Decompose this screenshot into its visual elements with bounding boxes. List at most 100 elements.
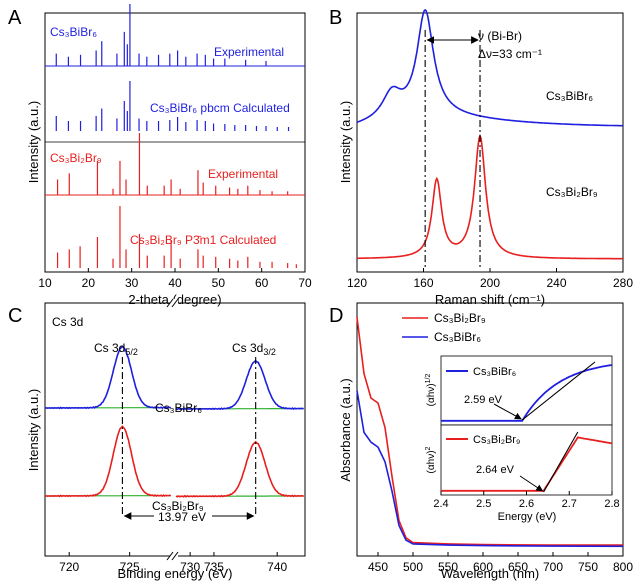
legend-label-blue: Cs₃BiBr₆	[434, 330, 481, 344]
c-axis-break-gap	[170, 552, 178, 560]
panel-b-ylabel: Intensity (a.u.)	[338, 101, 353, 183]
inset-bottom-bandgap: 2.64 eV	[476, 464, 515, 476]
inset-bottom-ylabel: (αhν)2	[425, 446, 437, 473]
a-xtick-label: 10	[38, 276, 52, 290]
b-annotation-line1: ν (Bi-Br)	[478, 29, 522, 43]
a-bottom-phase-label: Cs₃Bi₂Br₉	[50, 151, 102, 165]
inset-top-ylabel: (αhν)1/2	[425, 374, 437, 407]
inset-x-ticks: 2.4 2.5 2.6 2.7 2.8	[433, 491, 620, 510]
panel-d: D 450 500 550 600 650 700 750 800 Wavelength (n…	[329, 302, 633, 581]
c-series-label-top: Cs₃BiBr₆	[155, 401, 202, 415]
a-xtick-label: 20	[82, 276, 96, 290]
c-peak-label-1: Cs 3d5/2	[94, 341, 138, 357]
inset-top-arrow	[493, 403, 522, 420]
a-top-phase-label: Cs₃BiBr₆	[50, 25, 97, 39]
panel-b-xlabel: Raman shift (cm⁻¹)	[435, 292, 545, 307]
d-xtick-label: 500	[403, 560, 423, 574]
c-xtick-label: 730	[180, 560, 200, 574]
d-xtick-label: 700	[543, 560, 563, 574]
d-xtick-label: 550	[438, 560, 458, 574]
inset-top-bandgap: 2.59 eV	[464, 394, 503, 406]
panel-c-plot	[44, 345, 304, 520]
panel-b-x-ticks: 120 160 200 240 280	[347, 268, 633, 290]
panel-d-xlabel: Wavelength (nm)	[441, 566, 540, 581]
inset-frame-bottom	[440, 424, 613, 496]
inset-plot	[441, 361, 613, 493]
c-xtick-label: 725	[120, 560, 140, 574]
c-axis-break-mark	[171, 551, 179, 561]
b-xtick-label: 280	[613, 276, 633, 290]
c-axis-break-gap	[170, 299, 178, 307]
a-xtick-label: 60	[255, 276, 269, 290]
panel-c-xlabel: Binding energy (eV)	[118, 566, 233, 581]
b-xtick-label: 120	[347, 276, 367, 290]
c-xtick-label: 735	[204, 560, 224, 574]
inset-bottom-legend-label: Cs₃Bi₂Br₉	[473, 434, 520, 446]
panel-b: B 120 160 200 240 280 Raman shift (cm⁻¹) Int…	[329, 7, 633, 307]
panel-d-inset: 2.4 2.5 2.6 2.7 2.8 Energy (eV) (αhν)1/2 (αh…	[425, 355, 620, 523]
b-series-line	[357, 133, 623, 260]
b-xtick-label: 200	[480, 276, 500, 290]
panel-a-ylabel: Intensity (a.u.)	[26, 101, 41, 183]
panel-c: C 720 725 730 735 740 Cs 3d Binding energy (…	[8, 298, 306, 581]
d-xtick-label: 800	[613, 560, 633, 574]
c-axis-break-mark	[166, 298, 174, 308]
panel-letter-c: C	[8, 305, 22, 327]
panel-d-plot	[356, 317, 624, 548]
a-xtick-label: 30	[125, 276, 139, 290]
a-xtick-label: 70	[298, 276, 312, 290]
c-series-line	[44, 345, 172, 410]
c-xtick-label: 720	[59, 560, 79, 574]
a-xtick-label: 40	[168, 276, 182, 290]
panel-d-x-ticks: 450 500 550 600 650 700 750 800	[368, 552, 633, 574]
inset-xtick-label: 2.8	[604, 498, 619, 510]
panel-c-ylabel: Intensity (a.u.)	[26, 389, 41, 471]
b-series-label-top: Cs₃BiBr₆	[546, 89, 593, 103]
panel-a-x-ticks: 10 20 30 40 50 60 70	[38, 268, 312, 290]
inset-curve	[441, 436, 613, 492]
c-xtick-label: 740	[267, 560, 287, 574]
c-separation-label: 13.97 eV	[158, 510, 206, 524]
inset-bottom-arrow	[519, 475, 544, 492]
panel-letter-b: B	[329, 7, 342, 29]
d-xtick-label: 650	[508, 560, 528, 574]
b-series-line	[356, 8, 623, 127]
panel-a: A 10 20 30 40 50 60 70 2-theta (degree) Intens…	[8, 4, 312, 307]
panel-a-plot	[45, 4, 305, 268]
b-xtick-label: 160	[413, 276, 433, 290]
panel-c-x-ticks: 720 725 730 735 740	[59, 298, 288, 574]
inset-xtick-label: 2.5	[476, 498, 491, 510]
inset-top-tangent	[521, 361, 596, 421]
c-series-label-bottom: Cs₃Bi₂Br₉	[152, 499, 204, 513]
inset-xlabel: Energy (eV)	[498, 511, 557, 523]
c-peak-label-2: Cs 3d3/2	[232, 341, 276, 357]
a-top-calc-label: Cs₃BiBr₆ pbcm Calculated	[150, 101, 290, 115]
d-series-line	[356, 390, 624, 548]
c-axis-break-mark	[166, 551, 174, 561]
d-xtick-label: 750	[578, 560, 598, 574]
d-series-line	[356, 317, 623, 546]
c-series-line	[175, 440, 304, 498]
inset-top-legend-label: Cs₃BiBr₆	[473, 366, 516, 378]
c-series-line	[44, 425, 172, 498]
inset-xtick-label: 2.7	[562, 498, 577, 510]
panel-d-ylabel: Absorbance (a.u.)	[338, 378, 353, 481]
b-annotation-line2: Δν=33 cm⁻¹	[478, 47, 542, 61]
c-axis-break-mark	[171, 298, 179, 308]
inset-bottom-tangent	[543, 431, 579, 493]
d-xtick-label: 600	[473, 560, 493, 574]
b-xtick-label: 240	[546, 276, 566, 290]
panel-letter-d: D	[329, 305, 343, 327]
panel-d-legend: Cs₃Bi₂Br₉ Cs₃BiBr₆	[402, 311, 486, 344]
panel-c-title: Cs 3d	[52, 315, 83, 329]
inset-xtick-label: 2.4	[433, 498, 448, 510]
a-bottom-calc-label: Cs₃Bi₂Br₉ P3̄m1 Calculated	[130, 233, 276, 247]
a-bottom-exp-label: Experimental	[208, 167, 278, 181]
a-xtick-label: 50	[212, 276, 226, 290]
panel-b-plot	[356, 8, 623, 270]
panel-letter-a: A	[8, 7, 22, 29]
a-top-exp-label: Experimental	[214, 45, 284, 59]
c-series-line	[175, 359, 304, 411]
d-xtick-label: 450	[368, 560, 388, 574]
